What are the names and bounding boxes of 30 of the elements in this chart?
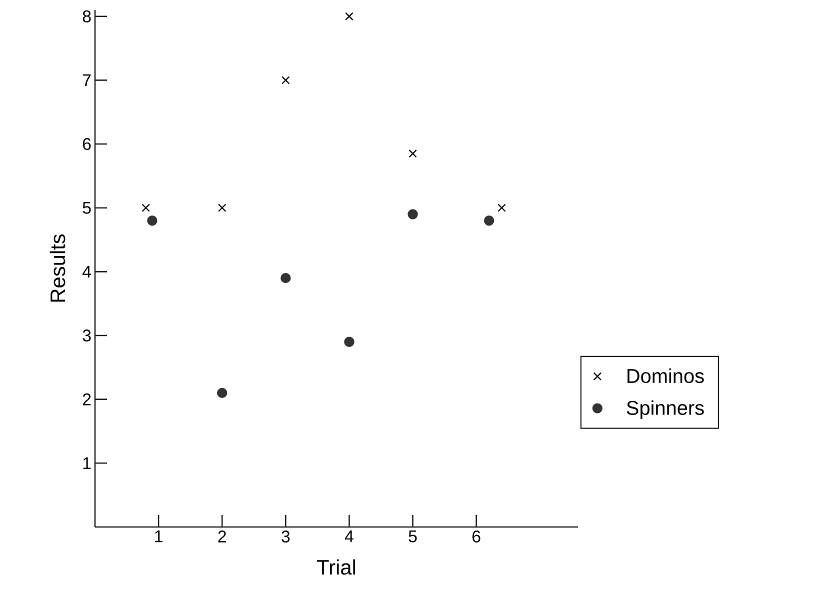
point bbox=[282, 76, 290, 84]
point bbox=[142, 204, 150, 212]
point bbox=[218, 204, 226, 212]
point bbox=[498, 204, 506, 212]
legend-label: Dominos bbox=[628, 368, 704, 384]
y-tick-label: 1 bbox=[83, 457, 91, 469]
point bbox=[147, 216, 158, 226]
point bbox=[280, 272, 291, 284]
y-tick-label: 8 bbox=[82, 10, 91, 22]
x-tick-label: 5 bbox=[408, 530, 417, 542]
point bbox=[408, 209, 418, 220]
y-axis-title: Results bbox=[50, 234, 66, 302]
x-tick-label: 4 bbox=[344, 530, 354, 542]
y-tick-label: 2 bbox=[82, 393, 91, 406]
x-tick-label: 6 bbox=[472, 530, 480, 543]
x-tick-label: 2 bbox=[218, 530, 226, 542]
x-tick-label: 1 bbox=[155, 530, 162, 542]
x-axis-title: Trial bbox=[317, 559, 356, 575]
point bbox=[484, 216, 494, 226]
y-tick-label: 3 bbox=[82, 330, 91, 342]
y-tick-label: 4 bbox=[82, 266, 91, 278]
point bbox=[345, 12, 354, 21]
x-tick-label: 3 bbox=[282, 530, 290, 543]
point bbox=[408, 149, 417, 158]
y-tick-label: 7 bbox=[82, 74, 91, 86]
legend-label: Spinners bbox=[626, 400, 704, 419]
point bbox=[344, 336, 354, 347]
y-tick-label: 6 bbox=[82, 138, 91, 150]
y-tick-label: 5 bbox=[82, 202, 91, 214]
point bbox=[217, 388, 228, 398]
